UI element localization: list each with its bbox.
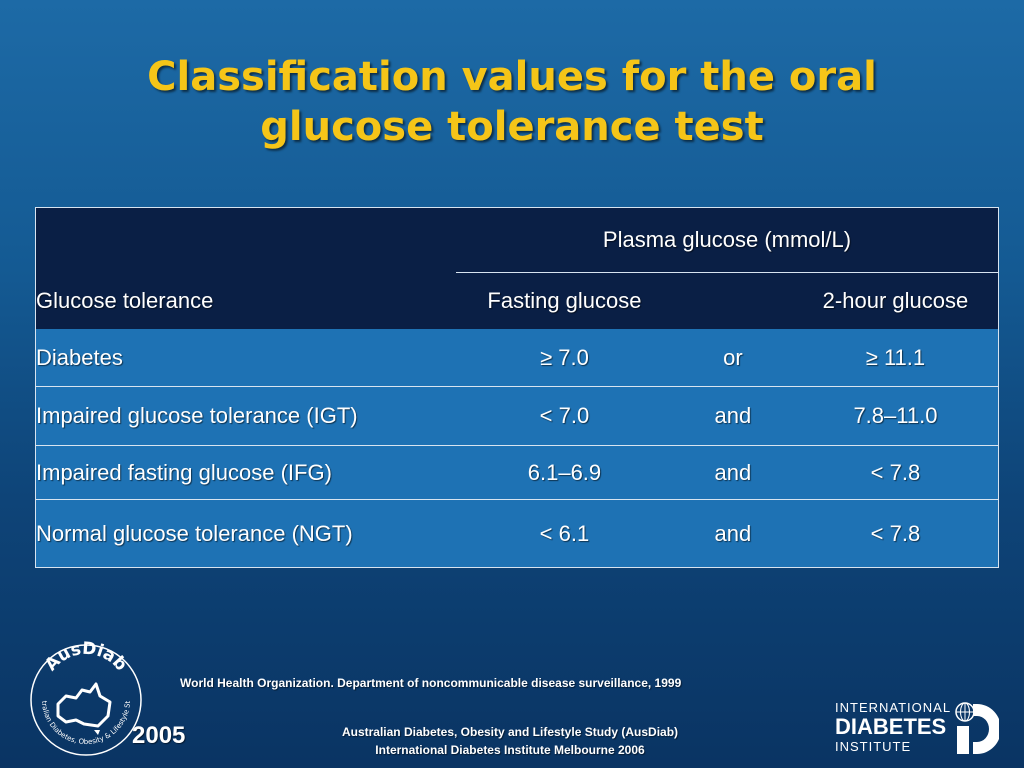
ausdiab-ring [30,644,142,756]
table-row: Impaired glucose tolerance (IGT) < 7.0 a… [35,386,999,446]
row-label: Impaired glucose tolerance (IGT) [35,386,456,446]
conjunction-header [672,272,793,329]
fasting-value: 6.1–6.9 [456,445,673,500]
ausdiab-name: AusDiab [41,640,131,675]
conjunction: and [672,499,793,568]
title-line-2: glucose tolerance test [260,104,764,150]
two-hour-value: ≥ 11.1 [792,329,999,387]
row-label: Normal glucose tolerance (NGT) [35,499,456,568]
row-label: Impaired fasting glucose (IFG) [35,445,456,500]
table-column-header-row: Glucose tolerance Fasting glucose 2-hour… [35,272,999,329]
slide-title: Classification values for the oral gluco… [0,52,1024,152]
row-label: Diabetes [35,329,456,387]
fasting-glucose-header: Fasting glucose [456,272,673,329]
logo-year: 2005 [132,722,186,749]
table-row: Impaired fasting glucose (IFG) 6.1–6.9 a… [35,445,999,500]
idi-line-2: DIABETES [835,714,947,739]
study-credit: Australian Diabetes, Obesity and Lifesty… [300,723,720,759]
title-line-1: Classification values for the oral [147,54,877,100]
idi-line-3: INSTITUTE [835,739,912,754]
conjunction: and [672,386,793,446]
fasting-value: < 7.0 [456,386,673,446]
table-group-header-row: Plasma glucose (mmol/L) [35,207,999,273]
header-empty-cell [35,207,456,273]
two-hour-value: 7.8–11.0 [792,386,999,446]
study-credit-line-1: Australian Diabetes, Obesity and Lifesty… [341,725,679,739]
ausdiab-logo: AusDiab Australian Diabetes, Obesity & L… [26,640,142,756]
idi-line-1: INTERNATIONAL [835,700,952,715]
glucose-tolerance-header: Glucose tolerance [35,272,456,329]
classification-table: Plasma glucose (mmol/L) Glucose toleranc… [35,207,999,568]
fasting-value: ≥ 7.0 [456,329,673,387]
two-hour-value: < 7.8 [792,499,999,568]
conjunction: or [672,329,793,387]
plasma-glucose-header: Plasma glucose (mmol/L) [456,207,999,273]
idi-wordmark: INTERNATIONAL DIABETES INSTITUTE [835,700,953,754]
study-credit-line-2: International Diabetes Institute Melbour… [375,743,645,757]
two-hour-value: < 7.8 [792,445,999,500]
two-hour-glucose-header: 2-hour glucose [792,272,999,329]
table-row: Diabetes ≥ 7.0 or ≥ 11.1 [35,329,999,387]
reference-citation: World Health Organization. Department of… [180,676,682,690]
fasting-value: < 6.1 [456,499,673,568]
table-row: Normal glucose tolerance (NGT) < 6.1 and… [35,499,999,568]
idi-mark-icon [955,702,999,754]
conjunction: and [672,445,793,500]
australia-map-icon [56,682,112,728]
tasmania-icon [94,730,100,735]
idi-logo: INTERNATIONAL DIABETES INSTITUTE [835,700,1000,758]
